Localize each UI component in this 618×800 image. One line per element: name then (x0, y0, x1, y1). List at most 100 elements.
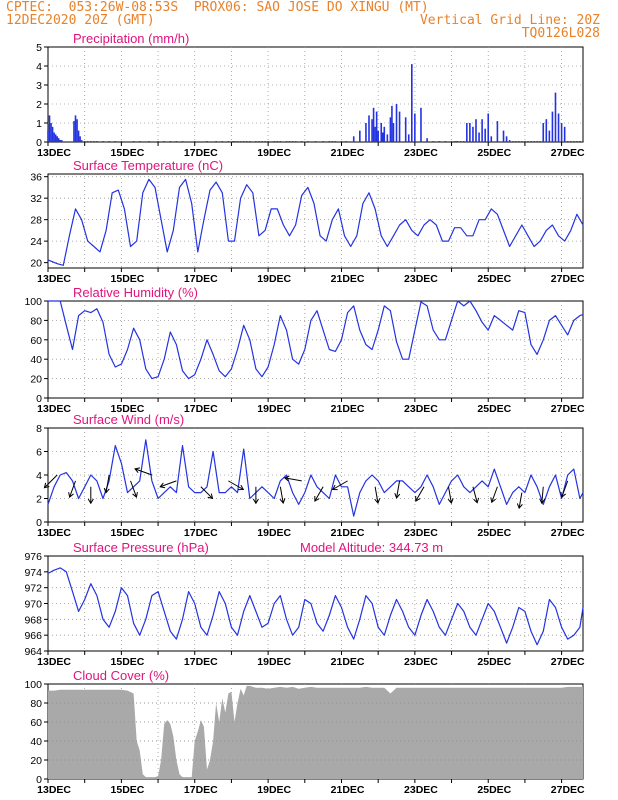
precip-bar (496, 121, 499, 142)
precip-bar (90, 141, 92, 142)
precip-bar (248, 141, 251, 142)
pressure-date-label: 15DEC (111, 656, 145, 668)
precip-bar (514, 141, 517, 142)
precip-bar (530, 141, 532, 142)
wind-vector-arrowhead (159, 482, 166, 489)
precip-bar (258, 141, 260, 142)
precip-bar (236, 141, 239, 142)
wind-date-label: 21DEC (331, 527, 365, 539)
precip-bar (462, 141, 465, 142)
precip-bar (548, 130, 551, 142)
precip-bar (53, 132, 55, 142)
wind-vector-arrow (314, 486, 324, 502)
wind-vector-arrowhead (103, 487, 110, 494)
precip-bar (245, 141, 248, 142)
precip-bar (83, 141, 86, 142)
rh-ytick-label: 40 (30, 354, 42, 366)
precip-bar (264, 141, 266, 142)
wind-date-label: 19DEC (257, 527, 291, 539)
precip-bar (328, 141, 331, 142)
precip-panel-title: Precipitation (mm/h) (73, 31, 189, 46)
precip-bar (478, 132, 480, 142)
precip-bar (181, 141, 184, 142)
precip-bar (314, 141, 317, 142)
cloud-ytick-label: 40 (30, 736, 42, 748)
wind-vector-arrow (332, 480, 348, 490)
precip-bar (524, 141, 526, 142)
rh-date-label: 13DEC (37, 403, 71, 415)
precip-bar (484, 128, 486, 142)
temp-date-label: 13DEC (37, 273, 71, 285)
wind-vector-arrow (134, 468, 153, 476)
precip-bar (51, 126, 54, 142)
precip-bar (77, 130, 80, 142)
temp-ytick-label: 24 (30, 236, 42, 248)
rh-ytick-label: 100 (24, 296, 42, 308)
precip-bar (114, 141, 117, 142)
precip-date-label: 25DEC (477, 147, 511, 159)
wind-vector-arrowhead (207, 493, 214, 500)
precip-bar (383, 126, 386, 142)
precip-bar (472, 126, 474, 142)
precip-date-label: 13DEC (37, 147, 71, 159)
precip-bar (48, 115, 51, 142)
precip-bar (365, 123, 367, 142)
wind-date-label: 27DEC (551, 527, 585, 539)
precip-bar (359, 130, 361, 142)
precip-bar (169, 141, 172, 142)
pressure-panel-title: Surface Pressure (hPa) (73, 540, 209, 555)
cloud-ytick-label: 100 (24, 679, 42, 691)
pressure-ytick-label: 968 (24, 614, 42, 626)
precip-bar (518, 141, 520, 142)
precip-bar (368, 115, 370, 142)
pressure-ytick-label: 974 (24, 567, 42, 579)
precip-bar (232, 141, 234, 142)
wind-vector-arrow (69, 480, 76, 498)
wind-vector-arrow (279, 486, 284, 504)
precip-bar (554, 92, 557, 142)
header-run-time: 12DEC2020 20Z (GMT) (6, 13, 155, 28)
precip-bar (398, 111, 401, 142)
precip-date-label: 19DEC (257, 147, 291, 159)
precip-bar (291, 141, 294, 142)
precip-ytick-label: 5 (36, 42, 42, 54)
wind-vector-arrowhead (394, 493, 401, 499)
precip-bar (404, 117, 407, 142)
pressure-date-label: 25DEC (477, 656, 511, 668)
cloud-date-label: 19DEC (257, 784, 291, 796)
precip-bar (59, 140, 62, 142)
precip-frame (47, 46, 584, 143)
cloud-date-label: 23DEC (404, 784, 438, 796)
precip-date-label: 27DEC (551, 147, 585, 159)
precip-bar (391, 105, 393, 142)
temp-date-label: 25DEC (477, 273, 511, 285)
rh-series-line (48, 300, 584, 380)
cloud-date-label: 21DEC (331, 784, 365, 796)
temp-ytick-label: 28 (30, 215, 42, 227)
wind-vector-arrow (160, 480, 177, 488)
precip-bar (533, 141, 535, 142)
precip-bar (138, 141, 141, 142)
rh-ytick-label: 0 (36, 393, 42, 405)
cloud-date-label: 27DEC (551, 784, 585, 796)
rh-date-label: 27DEC (551, 403, 585, 415)
precip-bar (455, 141, 457, 142)
precip-bar (76, 119, 78, 142)
precip-bar (508, 140, 511, 142)
precip-bar (233, 141, 236, 142)
precip-bar (255, 141, 257, 142)
precip-bar (536, 141, 538, 142)
precip-bar (322, 141, 324, 142)
precip-bar (47, 130, 49, 142)
cloud-ytick-label: 0 (36, 774, 42, 786)
wind-vector-arrowhead (473, 497, 480, 504)
header-model-code: TQ0126L028 (521, 26, 600, 41)
rh-date-label: 23DEC (404, 403, 438, 415)
header-station-line: CPTEC: 053:26W-08:53S PROX06: SAO JOSE D… (6, 0, 429, 15)
cloud-date-label: 13DEC (37, 784, 71, 796)
precip-date-label: 23DEC (404, 147, 438, 159)
temp-panel-title: Surface Temperature (nC) (73, 158, 223, 173)
wind-date-label: 13DEC (37, 527, 71, 539)
pressure-annotation: Model Altitude: 344.73 m (300, 540, 443, 555)
pressure-ytick-label: 976 (24, 551, 42, 563)
